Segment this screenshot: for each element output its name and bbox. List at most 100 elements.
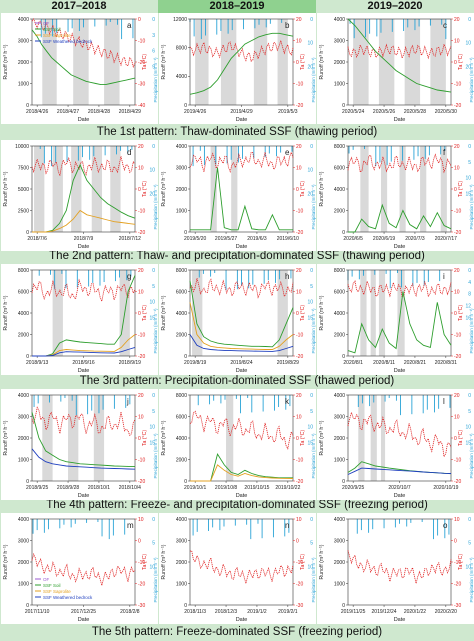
legend-label-soil: SSF Soil xyxy=(43,27,61,32)
panel-letter: f xyxy=(443,148,446,157)
precip-tick-label: 3 xyxy=(152,33,155,39)
ta-tick-label: 10 xyxy=(454,165,460,171)
ta-series-line xyxy=(189,278,293,299)
y-axis-title-ta: Ta (°C) xyxy=(142,181,148,197)
x-axis-title: Date xyxy=(235,117,247,123)
panel-background xyxy=(0,264,158,375)
precip-tick-label: 0 xyxy=(310,144,313,150)
x-axis-title: Date xyxy=(77,368,89,374)
precip-tick-label: 0 xyxy=(152,17,155,23)
shaded-window xyxy=(52,146,63,232)
shaded-window xyxy=(440,146,447,232)
shaded-window xyxy=(352,19,369,105)
shaded-window xyxy=(109,146,121,232)
soil-series-line xyxy=(189,280,293,348)
ta-tick-label: 20 xyxy=(454,144,460,150)
runoff-tick-label: 6000 xyxy=(175,289,186,295)
y-axis-title-runoff: Runoff (m³ h⁻¹) xyxy=(319,544,325,579)
panel-letter: l xyxy=(443,397,445,406)
runoff-tick-label: 1000 xyxy=(333,81,344,87)
precip-tick-label: 10 xyxy=(307,300,313,306)
runoff-tick-label: 2000 xyxy=(175,457,186,463)
ta-tick-label: 20 xyxy=(138,144,144,150)
x-axis-title: Date xyxy=(235,368,247,374)
panel-letter: m xyxy=(127,521,134,530)
x-tick-label: 2018/12/3 xyxy=(214,609,236,615)
ta-tick-label: -10 xyxy=(454,81,461,87)
precip-tick-label: 5 xyxy=(468,541,471,547)
panel-letter: b xyxy=(285,21,290,30)
ta-tick-label: -20 xyxy=(454,230,461,236)
precip-tick-label: 20 xyxy=(307,191,313,197)
x-tick-label: 2019/4/26 xyxy=(184,109,206,115)
precip-tick-label: 0 xyxy=(468,17,471,23)
shaded-window xyxy=(378,270,385,356)
y-axis-title-runoff: Runoff (m³ h⁻¹) xyxy=(3,295,9,330)
shaded-window xyxy=(277,270,288,356)
ta-tick-label: 0 xyxy=(138,187,141,193)
panel-letter: k xyxy=(285,397,290,406)
x-axis-title: Date xyxy=(77,244,89,250)
x-tick-label: 2018/4/29 xyxy=(118,109,140,115)
runoff-tick-label: 3000 xyxy=(17,414,28,420)
saprolite-series-line xyxy=(189,464,293,482)
x-tick-label: 2018/7/6 xyxy=(27,236,47,242)
ta-tick-label: -10 xyxy=(296,560,303,566)
ta-tick-label: -30 xyxy=(454,603,461,609)
chart-panel-o: 0 1000 2000 3000 4000 10 0 -10 -20 -30 0 5 10 Runoff … xyxy=(316,513,474,624)
ta-tick-label: 0 xyxy=(138,17,141,23)
x-tick-label: 2019/5/20 xyxy=(184,236,206,242)
panel-letter: d xyxy=(127,148,131,157)
shaded-window xyxy=(253,19,267,105)
precip-tick-label: 0 xyxy=(152,517,155,523)
ta-series-line xyxy=(189,39,293,62)
runoff-tick-label: 8000 xyxy=(333,144,344,150)
runoff-tick-label: 0 xyxy=(184,479,187,485)
runoff-tick-label: 4000 xyxy=(333,187,344,193)
runoff-tick-label: 2000 xyxy=(333,332,344,338)
runoff-tick-label: 8000 xyxy=(333,268,344,274)
runoff-tick-label: 4000 xyxy=(333,517,344,523)
runoff-tick-label: 6000 xyxy=(175,414,186,420)
runoff-tick-label: 0 xyxy=(342,603,345,609)
soil-series-line xyxy=(31,29,135,86)
ta-tick-label: -20 xyxy=(454,354,461,360)
x-tick-label: 2019/11/25 xyxy=(340,609,365,615)
x-tick-label: 2019/10/15 xyxy=(244,485,269,491)
legend-label-of: OF xyxy=(43,577,50,582)
panel-letter: c xyxy=(443,21,447,30)
ta-tick-label: 0 xyxy=(454,187,457,193)
runoff-tick-label: 6000 xyxy=(333,289,344,295)
y-axis-title-precip: Precipitation (mm h⁻¹) xyxy=(469,433,474,479)
shaded-window xyxy=(380,146,387,232)
x-tick-label: 2018/4/26 xyxy=(26,109,48,115)
ta-tick-label: 0 xyxy=(296,60,299,66)
runoff-tick-label: 1000 xyxy=(17,457,28,463)
ta-tick-label: -10 xyxy=(296,332,303,338)
panel-letter: a xyxy=(127,21,132,30)
ta-tick-label: -10 xyxy=(296,208,303,214)
x-tick-label: 2019/10/8 xyxy=(214,485,236,491)
runoff-tick-label: 2000 xyxy=(333,208,344,214)
shaded-window xyxy=(399,146,406,232)
precip-tick-label: 10 xyxy=(307,168,313,174)
chart-panel-f: 0 2000 4000 6000 8000 20 10 0 -10 -20 0 5 10 15 Runoff… xyxy=(316,140,474,251)
shaded-window xyxy=(277,19,288,105)
ta-tick-label: -30 xyxy=(138,81,145,87)
ta-series-line xyxy=(31,18,135,68)
runoff-tick-label: 0 xyxy=(184,103,187,109)
shaded-window xyxy=(72,19,89,105)
soil-series-line xyxy=(347,291,451,354)
runoff-tick-label: 0 xyxy=(342,230,345,236)
x-tick-label: 2018/9/19 xyxy=(118,360,140,366)
pattern-caption-4: The 4th pattern: Freeze- and precipitati… xyxy=(46,499,428,511)
ta-tick-label: -40 xyxy=(138,103,145,109)
ta-tick-label: -20 xyxy=(296,479,303,485)
precip-tick-label: 5 xyxy=(152,541,155,547)
precip-tick-label: 8 xyxy=(468,292,471,298)
x-axis-title: Date xyxy=(393,244,405,250)
x-tick-label: 2018/4/27 xyxy=(56,109,78,115)
precip-tick-label: 10 xyxy=(465,41,471,47)
soil-series-line xyxy=(189,167,293,231)
ta-tick-label: 10 xyxy=(138,414,144,420)
